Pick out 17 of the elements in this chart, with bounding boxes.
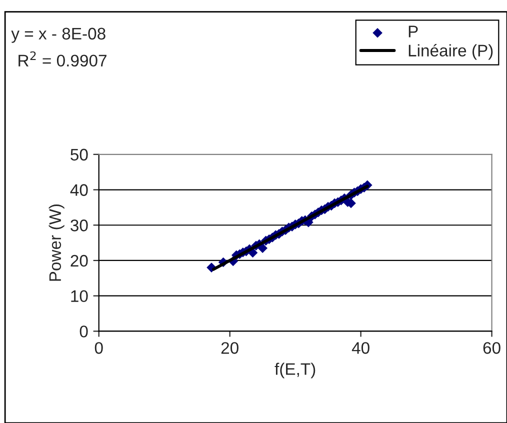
y-tick-label: 10: [71, 290, 88, 302]
y-axis-title: Power (W): [48, 204, 64, 281]
legend-label: P: [408, 26, 418, 38]
y-tick-label: 50: [70, 148, 88, 161]
text: R$^{2}$ = 0.9907: [18, 51, 106, 67]
x-axis-title: f(E,T): [274, 362, 316, 378]
y-tick-label: 30: [70, 220, 88, 232]
point: [258, 243, 268, 254]
legend-label: Linéaire (P): [408, 44, 493, 60]
x-tick-label: 40: [352, 342, 370, 354]
x-tick-label: 20: [221, 342, 238, 354]
y-tick-label: 0: [80, 326, 88, 338]
y-tick-label: 20: [70, 254, 88, 267]
y-tick-label: 40: [70, 184, 88, 196]
text: y = x - 8E-08: [11, 28, 106, 43]
x-tick-label: 0: [94, 342, 103, 354]
x-tick-label: 60: [483, 342, 500, 354]
